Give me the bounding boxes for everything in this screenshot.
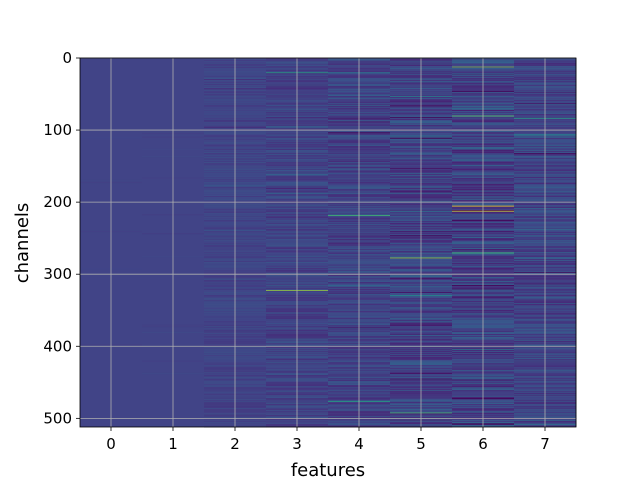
x-tick-label: 1	[168, 435, 178, 453]
y-axis-ticks: 0 100 200 300 400 500	[43, 49, 80, 427]
plot-frame	[79, 57, 577, 428]
x-tick-label: 0	[106, 435, 116, 453]
x-tick-label: 4	[354, 435, 364, 453]
x-tick-label: 6	[478, 435, 488, 453]
y-tick-label: 400	[43, 337, 72, 355]
x-tick-label: 7	[540, 435, 550, 453]
heatmap-cells	[80, 58, 577, 428]
grid-lines	[80, 57, 576, 427]
y-axis-label: channels	[12, 203, 33, 284]
y-tick-label: 300	[43, 265, 72, 283]
x-tick-label: 3	[292, 435, 302, 453]
x-axis-ticks: 0 1 2 3 4 5 6 7	[106, 427, 550, 453]
x-tick-label: 5	[416, 435, 426, 453]
y-tick-label: 0	[62, 49, 72, 67]
y-tick-label: 500	[43, 409, 72, 427]
y-tick-label: 200	[43, 193, 72, 211]
y-tick-label: 100	[43, 121, 72, 139]
x-tick-label: 2	[230, 435, 240, 453]
plot-area	[79, 57, 577, 428]
x-axis-label: features	[291, 460, 365, 480]
